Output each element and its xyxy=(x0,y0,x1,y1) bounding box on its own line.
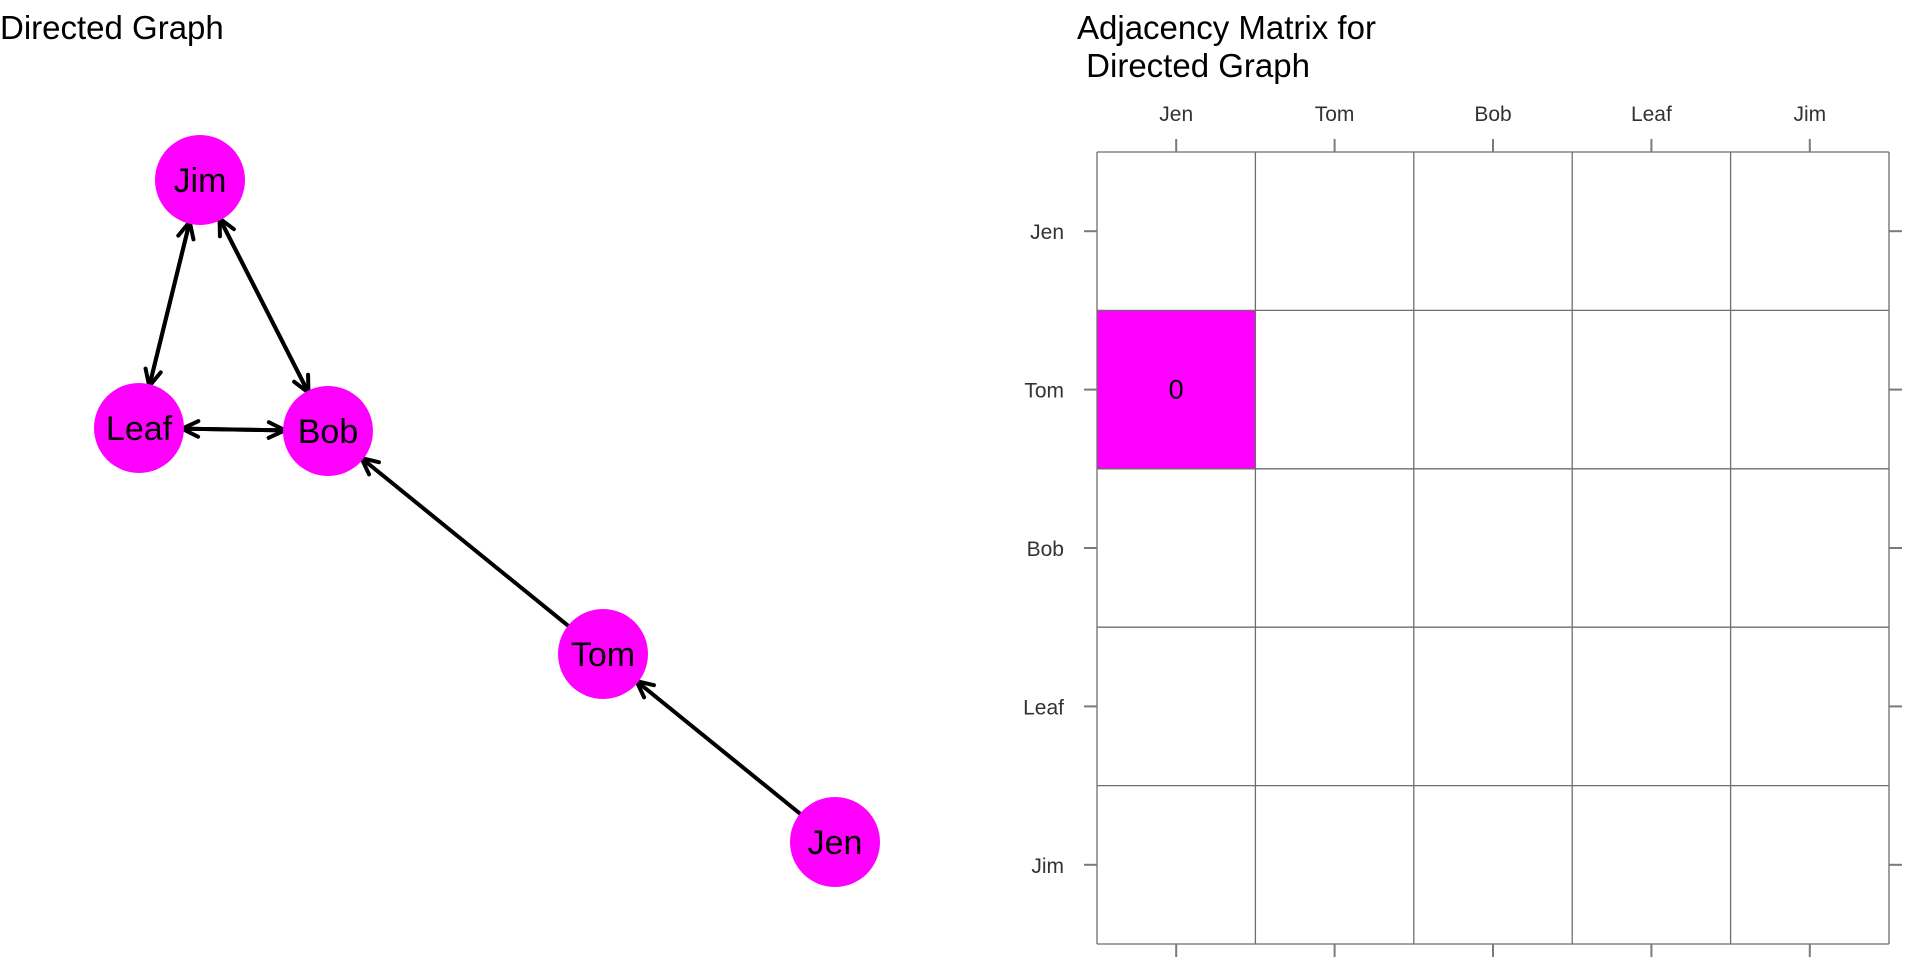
edge-tom-to-bob xyxy=(359,456,572,629)
edge-line xyxy=(217,216,311,395)
node-label: Jim xyxy=(174,162,227,200)
row-label-jen: Jen xyxy=(1030,221,1064,244)
edge-line xyxy=(634,679,804,817)
edge-line xyxy=(179,426,288,433)
matrix-grid xyxy=(1096,151,1890,945)
matrix-cell-tom-jen xyxy=(1097,310,1256,469)
matrix-title-line2: Directed Graph xyxy=(1077,47,1310,84)
matrix-cells: 0 xyxy=(1097,310,1256,469)
row-label-tom: Tom xyxy=(1024,380,1064,403)
node-circle xyxy=(283,386,373,476)
node-label: Tom xyxy=(571,636,635,674)
node-jim: Jim xyxy=(155,135,245,225)
node-label: Leaf xyxy=(106,410,173,448)
edge-bob-to-jim xyxy=(217,216,311,395)
matrix-axis-labels: Jen Tom Bob Leaf Jim Jen Tom Bob Leaf Jim xyxy=(1023,103,1826,878)
row-label-leaf: Leaf xyxy=(1023,696,1064,719)
graph-edges xyxy=(143,216,804,817)
directed-graph-panel: Directed Graph Jim Leaf Bob Tom Jen xyxy=(0,9,880,887)
matrix-cell-value: 0 xyxy=(1169,375,1184,405)
node-label: Bob xyxy=(298,413,359,451)
node-label: Jen xyxy=(808,824,863,862)
edge-jen-to-tom xyxy=(634,679,804,817)
node-circle xyxy=(155,135,245,225)
column-label-bob: Bob xyxy=(1474,103,1511,126)
adjacency-matrix-panel: Adjacency Matrix for Directed Graph 0 Je… xyxy=(1023,9,1902,957)
node-bob: Bob xyxy=(283,386,373,476)
node-leaf: Leaf xyxy=(94,383,184,473)
column-label-tom: Tom xyxy=(1315,103,1355,126)
matrix-title-line1: Adjacency Matrix for xyxy=(1077,9,1376,46)
edge-line xyxy=(147,219,192,389)
row-label-jim: Jim xyxy=(1031,855,1064,878)
node-jen: Jen xyxy=(790,797,880,887)
graph-nodes: Jim Leaf Bob Tom Jen xyxy=(94,135,880,887)
graph-title: Directed Graph xyxy=(0,9,224,46)
edge-leaf-to-jim xyxy=(147,219,196,389)
node-circle xyxy=(790,797,880,887)
node-tom: Tom xyxy=(558,609,648,699)
column-label-jen: Jen xyxy=(1159,103,1193,126)
column-label-leaf: Leaf xyxy=(1631,103,1672,126)
column-label-jim: Jim xyxy=(1793,103,1826,126)
matrix-ticks xyxy=(1084,139,1902,957)
row-label-bob: Bob xyxy=(1027,538,1064,561)
edge-line xyxy=(359,456,572,629)
node-circle xyxy=(558,609,648,699)
node-circle xyxy=(94,383,184,473)
